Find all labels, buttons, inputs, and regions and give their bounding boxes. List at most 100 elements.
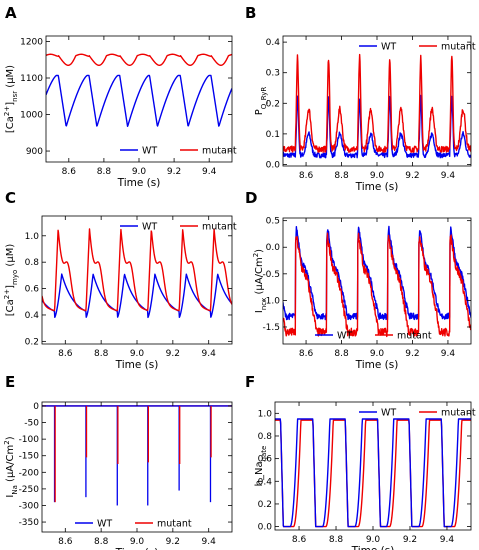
x-tick-label: 8.6 (58, 537, 73, 547)
y-tick-label: -250 (19, 485, 40, 495)
y-tick-label: 0.4 (266, 38, 281, 48)
plot-frame (282, 217, 472, 345)
legend-label-mutant: mutant (441, 408, 476, 419)
y-tick-label: -50 (24, 419, 39, 429)
x-tick-label: 9.2 (405, 171, 419, 181)
legend-label-mutant: mutant (202, 146, 237, 157)
x-tick-label: 8.6 (62, 167, 77, 177)
plot-area (283, 225, 471, 338)
legend: WT mutant (359, 42, 476, 53)
x-axis-label: Time (s) (355, 181, 399, 193)
y-tick-label: 0.3 (266, 69, 280, 79)
plot-area (42, 228, 232, 319)
x-tick-label: 9.4 (441, 171, 456, 181)
x-tick-label: 8.8 (334, 349, 349, 359)
series-mutant-line (283, 53, 471, 153)
x-tick-label: 9.2 (405, 349, 419, 359)
x-axis-label: Time (s) (117, 177, 161, 189)
legend: WT mutant (75, 519, 192, 530)
x-tick-label: 9.0 (130, 537, 145, 547)
x-tick-label: 8.8 (97, 167, 112, 177)
panel-f: F 8.6 8.8 9.0 9.2 9.4 0.0 0.2 0.4 0.6 0.8 1.0 Time (… (245, 373, 476, 550)
x-axis-label: Time (s) (115, 359, 159, 371)
y-tick-label: 0.8 (25, 258, 40, 268)
plot-area (275, 418, 471, 528)
legend-label-wt: WT (142, 222, 157, 233)
x-tick-label: 9.0 (370, 349, 385, 359)
y-tick-label: 0.6 (258, 455, 273, 465)
legend-label-wt: WT (381, 42, 396, 53)
y-tick-label: 0.2 (25, 337, 39, 347)
y-tick-label: -300 (19, 501, 40, 511)
legend-label-mutant: mutant (202, 222, 237, 233)
y-tick-label: 0.0 (266, 243, 281, 253)
panel-letter: B (245, 4, 256, 22)
series-wt-line (46, 74, 232, 128)
legend: WT mutant (120, 222, 237, 233)
series-wt-line (283, 225, 471, 321)
y-tick-label: -0.5 (262, 270, 280, 280)
y-axis-label: [Ca2+]nsr (μM) (3, 65, 19, 133)
legend-label-wt: WT (142, 146, 157, 157)
plot-area (42, 405, 232, 506)
y-tick-label: 0.5 (266, 217, 280, 227)
series-mutant-line (42, 228, 232, 312)
legend-label-wt: WT (381, 408, 396, 419)
x-tick-label: 8.6 (299, 171, 314, 181)
series-mutant-line (283, 232, 471, 338)
panel-letter: A (5, 4, 17, 22)
y-axis-label: Incx (μA/Cm2) (252, 249, 268, 313)
legend: WT mutant (359, 408, 476, 419)
y-tick-label: -1.0 (262, 296, 280, 306)
legend-label-mutant: mutant (397, 331, 432, 342)
y-tick-label: 0.4 (25, 311, 40, 321)
y-axis-label: PO_RyR (254, 87, 268, 116)
y-tick-label: 0.2 (258, 500, 272, 510)
plot-area (46, 53, 232, 128)
x-tick-label: 9.0 (132, 167, 147, 177)
x-tick-label: 9.4 (440, 535, 455, 545)
x-tick-label: 9.2 (403, 535, 417, 545)
y-tick-label: 1100 (20, 74, 43, 84)
legend-label-wt: WT (337, 331, 352, 342)
y-tick-label: 1200 (20, 37, 43, 47)
y-axis-label: h_Nagate (254, 446, 268, 487)
x-tick-label: 8.8 (94, 537, 109, 547)
series-wt-line (283, 94, 471, 159)
panel-letter: D (245, 189, 257, 207)
x-tick-label: 8.6 (58, 349, 73, 359)
y-axis-label: INa (μA/Cm2) (3, 436, 19, 497)
plot-frame (41, 401, 233, 533)
y-tick-label: -150 (19, 452, 40, 462)
y-tick-label: -200 (19, 468, 40, 478)
y-tick-label: 1.0 (258, 409, 273, 419)
legend: WT mutant (120, 146, 237, 157)
x-tick-label: 9.4 (202, 167, 217, 177)
legend: WT mutant (315, 331, 432, 342)
panel-letter: E (5, 373, 15, 391)
y-tick-label: 0.2 (266, 99, 280, 109)
y-tick-label: -100 (19, 435, 40, 445)
x-tick-label: 9.0 (130, 349, 145, 359)
panel-letter: C (5, 189, 16, 207)
panel-b: B 8.6 8.8 9.0 9.2 9.4 0.0 0.1 0.2 0.3 0.4 Time (s) P… (245, 4, 476, 193)
x-tick-label: 9.0 (366, 535, 381, 545)
x-tick-label: 9.4 (202, 537, 217, 547)
y-tick-label: 0.0 (266, 160, 281, 170)
panel-e: E 8.6 8.8 9.0 9.2 9.4 0 -50 -100 -150 -200 -250 -300… (3, 373, 233, 550)
x-tick-label: 8.8 (94, 349, 109, 359)
x-tick-label: 9.4 (202, 349, 217, 359)
y-tick-label: 0.8 (258, 432, 273, 442)
panel-c: C 8.6 8.8 9.0 9.2 9.4 0.2 0.4 0.6 0.8 1.0 Time (s) [… (3, 189, 237, 371)
x-tick-label: 9.0 (370, 171, 385, 181)
y-tick-label: 1000 (20, 111, 43, 121)
panel-letter: F (245, 373, 255, 391)
x-tick-label: 8.8 (334, 171, 349, 181)
y-tick-label: -350 (19, 518, 40, 528)
x-tick-label: 9.2 (167, 167, 181, 177)
plot-area (283, 53, 471, 159)
y-tick-label: 0.6 (25, 285, 40, 295)
x-tick-label: 9.4 (441, 349, 456, 359)
x-axis-label: Time (s) (355, 359, 399, 371)
